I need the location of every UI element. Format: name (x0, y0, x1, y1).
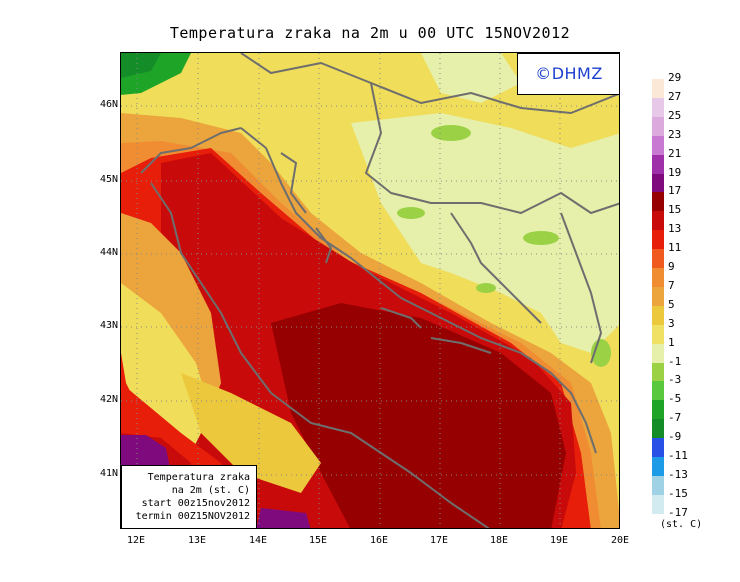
legend-swatch (652, 475, 664, 495)
legend-label: -17 (668, 505, 688, 519)
legend-swatch (652, 211, 664, 231)
legend-swatch (652, 249, 664, 269)
info-line-2: na 2m (st. C) (171, 485, 250, 496)
legend-swatch (652, 324, 664, 344)
lon-label-13e: 13E (187, 535, 207, 546)
legend-label: -7 (668, 411, 682, 425)
lat-label-42n: 42N (99, 394, 118, 405)
legend-swatch (652, 154, 664, 174)
legend-label: 1 (668, 335, 675, 349)
legend-label: 11 (668, 241, 682, 255)
lat-label-41n: 41N (99, 468, 118, 479)
legend-swatch (652, 192, 664, 212)
legend-swatch (652, 79, 664, 98)
lon-label-12e: 12E (126, 535, 146, 546)
legend-swatch (652, 400, 664, 420)
lon-label-17e: 17E (429, 535, 449, 546)
info-line-1: Temperatura zraka (147, 472, 250, 483)
legend-swatch (652, 286, 664, 306)
lat-label-46n: 46N (99, 99, 118, 110)
lon-label-19e: 19E (549, 535, 569, 546)
legend-swatch (652, 173, 664, 193)
legend-swatch (652, 457, 664, 476)
legend-label: 9 (668, 260, 675, 273)
legend-label: 29 (668, 71, 682, 84)
legend-swatch (652, 97, 664, 117)
dhmz-logo: ©DHMZ (517, 53, 619, 95)
legend-swatch (652, 343, 664, 363)
lat-label-43n: 43N (99, 320, 118, 331)
legend-swatch (652, 305, 664, 325)
legend-label: 19 (668, 165, 682, 179)
lon-label-14e: 14E (248, 535, 268, 546)
legend-label: 5 (668, 297, 675, 311)
legend-label: 25 (668, 108, 682, 122)
legend-label: -13 (668, 467, 688, 481)
legend-swatch (652, 419, 664, 439)
legend-label: -5 (668, 392, 682, 406)
legend-label: 17 (668, 184, 682, 198)
temperature-map: ©DHMZ Temperatura zraka na 2m (st. C) st… (120, 52, 620, 529)
legend-swatch (652, 116, 664, 136)
legend-label: -11 (668, 449, 688, 462)
map-title: Temperatura zraka na 2m u 00 UTC 15NOV20… (169, 24, 571, 42)
lon-label-15e: 15E (308, 535, 328, 546)
lon-label-16e: 16E (369, 535, 389, 546)
legend-label: -3 (668, 373, 682, 387)
legend-unit: (st. C) (660, 519, 703, 530)
legend-label: 3 (668, 316, 675, 330)
info-line-4: termin 00Z15NOV2012 (135, 511, 250, 522)
legend-swatch (652, 438, 664, 458)
legend-label: 21 (668, 146, 682, 160)
legend-label: 7 (668, 278, 675, 292)
legend-swatch (652, 381, 664, 401)
temperature-field (121, 53, 619, 528)
legend-swatch (652, 494, 664, 514)
legend-label: -9 (668, 430, 682, 444)
legend-label: 15 (668, 203, 682, 217)
lat-label-44n: 44N (99, 247, 118, 258)
legend-label: -15 (668, 486, 688, 500)
legend-label: 27 (668, 89, 682, 103)
info-box: Temperatura zraka na 2m (st. C) start 00… (121, 465, 257, 528)
legend-label: 23 (668, 127, 682, 141)
info-line-3: start 00z15nov2012 (141, 498, 250, 509)
lat-label-45n: 45N (99, 174, 118, 185)
legend-swatch (652, 268, 664, 287)
legend-swatch (652, 230, 664, 250)
lon-label-18e: 18E (489, 535, 509, 546)
legend-swatch (652, 362, 664, 382)
legend-swatch (652, 135, 664, 155)
legend-label: -1 (668, 354, 682, 368)
legend-label: 13 (668, 222, 682, 236)
lon-label-20e: 20E (610, 535, 630, 546)
